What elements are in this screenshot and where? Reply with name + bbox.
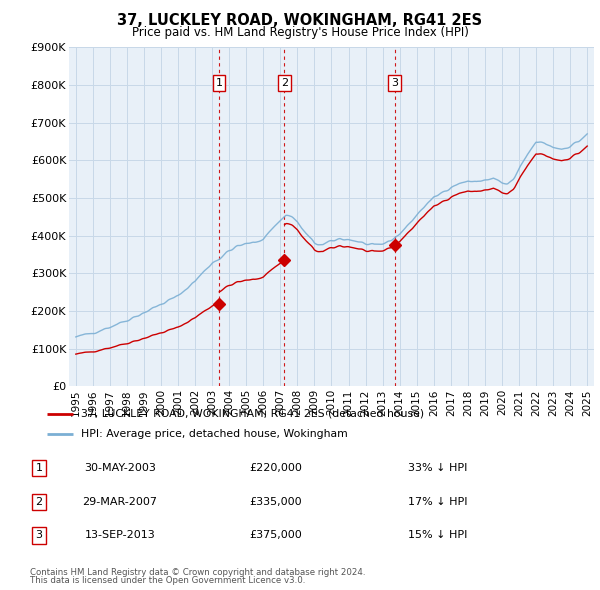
Text: 13-SEP-2013: 13-SEP-2013 [85, 530, 155, 540]
Text: £335,000: £335,000 [250, 497, 302, 507]
Text: 37, LUCKLEY ROAD, WOKINGHAM, RG41 2ES: 37, LUCKLEY ROAD, WOKINGHAM, RG41 2ES [118, 13, 482, 28]
Text: 17% ↓ HPI: 17% ↓ HPI [408, 497, 467, 507]
Text: £375,000: £375,000 [250, 530, 302, 540]
Text: 30-MAY-2003: 30-MAY-2003 [84, 463, 156, 473]
Text: 15% ↓ HPI: 15% ↓ HPI [408, 530, 467, 540]
Text: Price paid vs. HM Land Registry's House Price Index (HPI): Price paid vs. HM Land Registry's House … [131, 26, 469, 39]
Text: This data is licensed under the Open Government Licence v3.0.: This data is licensed under the Open Gov… [30, 576, 305, 585]
Text: 33% ↓ HPI: 33% ↓ HPI [408, 463, 467, 473]
Text: £220,000: £220,000 [250, 463, 302, 473]
Text: 2: 2 [281, 78, 288, 88]
Text: 1: 1 [35, 463, 43, 473]
Text: Contains HM Land Registry data © Crown copyright and database right 2024.: Contains HM Land Registry data © Crown c… [30, 568, 365, 577]
Text: HPI: Average price, detached house, Wokingham: HPI: Average price, detached house, Woki… [81, 430, 347, 440]
Text: 29-MAR-2007: 29-MAR-2007 [83, 497, 157, 507]
Text: 1: 1 [215, 78, 223, 88]
Text: 3: 3 [391, 78, 398, 88]
Text: 2: 2 [35, 497, 43, 507]
Text: 37, LUCKLEY ROAD, WOKINGHAM, RG41 2ES (detached house): 37, LUCKLEY ROAD, WOKINGHAM, RG41 2ES (d… [81, 409, 424, 418]
Text: 3: 3 [35, 530, 43, 540]
